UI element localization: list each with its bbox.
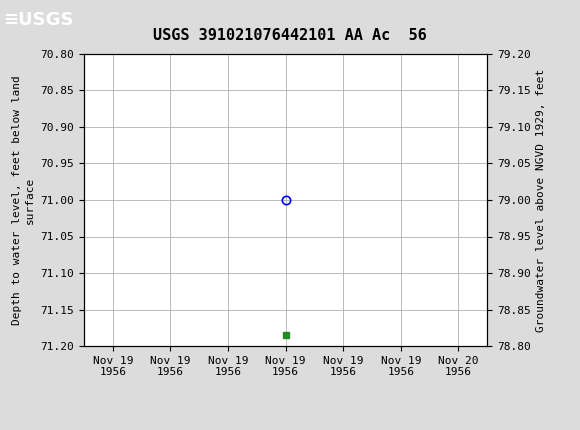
- Y-axis label: Depth to water level, feet below land
surface: Depth to water level, feet below land su…: [12, 75, 35, 325]
- Text: ≡USGS: ≡USGS: [3, 11, 74, 29]
- Text: USGS 391021076442101 AA Ac  56: USGS 391021076442101 AA Ac 56: [153, 28, 427, 43]
- Legend: Period of approved data: Period of approved data: [176, 428, 396, 430]
- Y-axis label: Groundwater level above NGVD 1929, feet: Groundwater level above NGVD 1929, feet: [536, 68, 546, 332]
